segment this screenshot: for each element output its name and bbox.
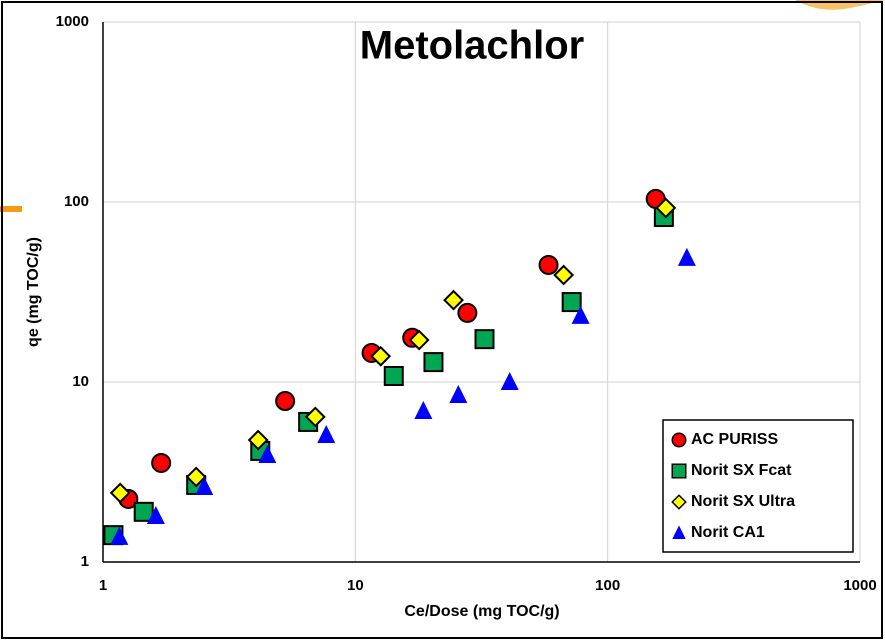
y-tick-label: 10 (72, 373, 89, 390)
x-tick-label: 100 (595, 577, 620, 594)
point (677, 247, 696, 266)
legend-label: Norit SX Fcat (691, 462, 792, 479)
point (423, 352, 444, 373)
point (457, 302, 478, 323)
legend-marker (671, 463, 687, 479)
point (538, 254, 559, 275)
chart-title: Metolachlor (360, 24, 584, 68)
x-tick-label: 1 (99, 577, 107, 594)
legend-label: Norit CA1 (691, 524, 765, 541)
point (408, 329, 430, 351)
point (571, 305, 590, 324)
point (109, 482, 131, 504)
point (414, 401, 433, 420)
point (110, 526, 129, 545)
point (449, 384, 468, 403)
legend-marker (671, 432, 687, 448)
legend-box (662, 419, 854, 553)
point (133, 501, 154, 522)
point (474, 329, 495, 350)
point (383, 365, 404, 386)
point (275, 391, 296, 412)
point (185, 466, 207, 488)
legend-marker (671, 494, 687, 510)
point (146, 506, 165, 525)
point (258, 445, 277, 464)
point (500, 372, 519, 390)
y-tick-label: 1000 (56, 13, 89, 30)
legend-label: AC PURISS (691, 431, 778, 448)
point (553, 264, 575, 286)
y-axis-label: qe (mg TOC/g) (25, 237, 42, 347)
x-axis-label: Ce/Dose (mg TOC/g) (404, 603, 559, 620)
x-tick-label: 1000 (843, 577, 876, 594)
point (370, 345, 392, 367)
point (304, 406, 326, 428)
point (195, 477, 214, 496)
point (151, 452, 172, 473)
x-tick-label: 10 (347, 577, 364, 594)
point (561, 292, 582, 313)
y-tick-label: 1 (81, 553, 89, 570)
y-tick-label: 100 (64, 193, 89, 210)
point (317, 424, 336, 443)
legend-label: Norit SX Ultra (691, 493, 795, 510)
point (247, 429, 269, 451)
point (443, 289, 464, 311)
decoration (0, 206, 22, 212)
legend-marker (672, 525, 686, 539)
point (655, 197, 677, 219)
